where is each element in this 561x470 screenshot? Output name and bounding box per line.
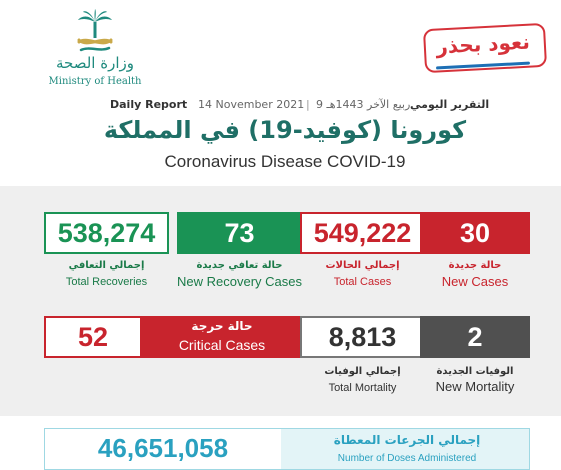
report-date-line: Daily Report 14 November 2021 | 9 ربيع ا… — [70, 98, 489, 114]
stat-value: 52 — [44, 316, 142, 358]
hijri-date: 9 ربيع الآخر 1443هـ — [316, 98, 411, 111]
doses-value: 46,651,058 — [97, 433, 229, 463]
stat-label-english: New Mortality — [435, 379, 515, 394]
page-title-english: Coronavirus Disease COVID-19 — [164, 152, 406, 171]
stat-label-arabic: حالة جديدة — [448, 260, 502, 271]
stat-value: 549,222 — [300, 212, 425, 254]
palm-swords-emblem-icon — [77, 9, 113, 52]
stat-label-arabic: إجمالي التعافي — [68, 260, 145, 271]
ministry-of-health-logo: وزارة الصحة Ministry of Health — [30, 8, 160, 90]
stat-label-arabic: الوفيات الجديدة — [436, 366, 514, 377]
stat-value: 2 — [420, 316, 530, 358]
doses-value-area: 46,651,058 — [45, 429, 281, 469]
stat-label-arabic: إجمالي الوفيات — [324, 366, 401, 377]
gregorian-date: 14 November 2021 — [198, 98, 305, 111]
stat-label-arabic: حالة تعافي جديدة — [196, 260, 283, 271]
stat-label-english: New Recovery Cases — [177, 274, 302, 289]
stat-label-english: New Cases — [441, 274, 509, 289]
doses-administered-band: 46,651,058 إجمالي الجرعات المعطاة Number… — [44, 428, 530, 470]
stat-value: 538,274 — [44, 212, 169, 254]
stat-label-english: Critical Cases — [178, 337, 266, 353]
report-header: وزارة الصحة Ministry of Health نعود بحذر… — [0, 0, 561, 185]
doses-label-english: Number of Doses Administered — [337, 453, 477, 464]
campaign-stamp: نعود بحذر — [422, 22, 548, 74]
stat-label-arabic: حالة حرجة — [191, 319, 253, 333]
daily-report-english: Daily Report — [110, 98, 188, 111]
date-separator: | — [306, 98, 310, 111]
stat-label-arabic: إجمالي الحالات — [325, 260, 400, 271]
stat-value: 73 — [177, 212, 302, 254]
page-title-arabic: كورونا (كوفيد-19) في المملكة — [103, 116, 467, 144]
ministry-name-arabic: وزارة الصحة — [56, 54, 134, 72]
stat-label-english: Total Mortality — [328, 382, 397, 394]
doses-label-arabic: إجمالي الجرعات المعطاة — [333, 433, 481, 447]
daily-report-arabic: التقرير اليومي — [410, 98, 490, 111]
stat-value: 8,813 — [300, 316, 425, 358]
stat-label-english: Total Cases — [333, 276, 392, 288]
critical-cases-label-block: حالة حرجة Critical Cases — [142, 316, 302, 358]
stat-critical-cases: 52 حالة حرجة Critical Cases — [44, 316, 302, 358]
stat-value: 30 — [420, 212, 530, 254]
ministry-name-english: Ministry of Health — [48, 76, 142, 87]
stat-label-english: Total Recoveries — [65, 276, 148, 288]
